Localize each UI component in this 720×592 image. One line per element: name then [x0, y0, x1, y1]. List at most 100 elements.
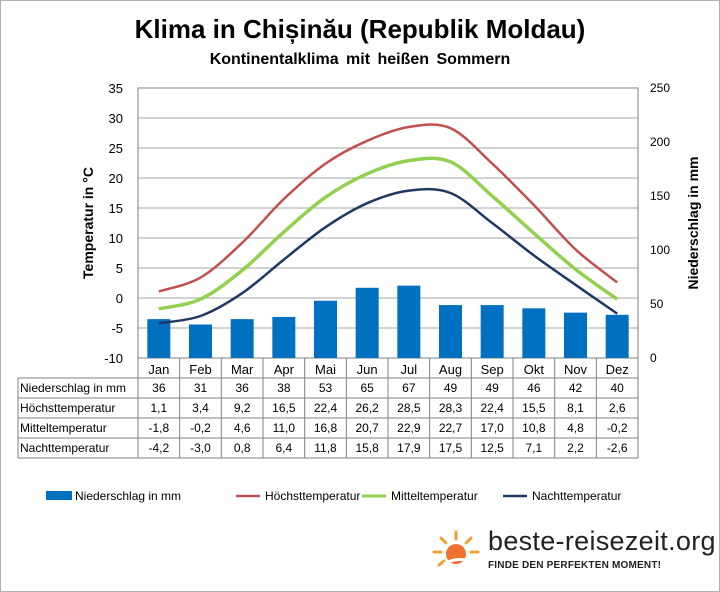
table-cell: 11,0 [273, 421, 296, 435]
table-row-header: Mitteltemperatur [20, 421, 107, 435]
table-cell: 36 [152, 381, 166, 395]
y-tick-label-right: 200 [650, 135, 670, 149]
data-table: Jan Feb Mar Apr Mai Jun Jul Aug Sep Okt Nov Dez Nied… [17, 358, 639, 459]
table-cell: -0,2 [190, 421, 211, 435]
high-temp-line [158, 123, 618, 293]
precip-bar [522, 308, 546, 358]
y-tick-label-left: 0 [116, 291, 123, 306]
y-tick-label-left: 5 [116, 261, 123, 276]
table-cell: -1,8 [148, 421, 169, 435]
table-cell: 22,4 [314, 401, 338, 415]
table-row-header: Nachttemperatur [20, 441, 109, 455]
table-cell: -0,2 [607, 421, 628, 435]
legend: Niederschlag in mm Höchsttemperatur Mittel… [46, 489, 621, 503]
legend-label: Niederschlag in mm [75, 489, 181, 503]
x-tick-label: Aug [439, 362, 462, 377]
y-tick-label-right: 0 [650, 351, 657, 365]
line-layer [158, 123, 619, 325]
table-cell: 53 [319, 381, 333, 395]
table-cell: 42 [569, 381, 583, 395]
y-tick-label-left: 10 [109, 231, 123, 246]
table-cell: 28,5 [397, 401, 421, 415]
x-tick-label: Mar [231, 362, 254, 377]
legend-swatch [46, 491, 72, 500]
table-cell: 38 [277, 381, 291, 395]
table-cell: 17,0 [480, 421, 504, 435]
y-tick-label-right: 50 [650, 297, 664, 311]
table-cell: 65 [360, 381, 374, 395]
x-tick-label: Jun [357, 362, 378, 377]
table-cell: 7,1 [525, 441, 542, 455]
precip-bar [147, 319, 171, 358]
table-cell: 12,5 [480, 441, 504, 455]
plot-area-border [137, 87, 639, 359]
table-cell: 16,8 [314, 421, 338, 435]
precip-bar [355, 287, 379, 358]
table-cell: 22,7 [439, 421, 463, 435]
table-cell: 49 [485, 381, 499, 395]
table-cell: -2,6 [607, 441, 628, 455]
brand-logo: beste-reisezeit.org FINDE DEN PERFEKTEN … [428, 520, 718, 580]
precip-bar [480, 305, 504, 358]
y-tick-label-right: 150 [650, 189, 670, 203]
table-row-header: Höchsttemperatur [20, 401, 115, 415]
table-cell: -3,0 [190, 441, 211, 455]
y-tick-label-left: 25 [109, 141, 123, 156]
x-tick-label: Nov [564, 362, 588, 377]
precip-bar [314, 300, 337, 358]
brand-name: beste-reisezeit.org [488, 526, 716, 556]
table-cell: 15,8 [355, 441, 379, 455]
table-cell: 1,1 [150, 401, 167, 415]
table-cell: 17,5 [439, 441, 463, 455]
x-tick-label: Okt [524, 362, 545, 377]
precip-bar [605, 314, 629, 358]
table-cell: 4,6 [234, 421, 251, 435]
table-cell: 17,9 [397, 441, 421, 455]
y-tick-label-left: 20 [109, 171, 123, 186]
mean-temp-line [158, 156, 619, 311]
table-cell: 22,9 [397, 421, 421, 435]
precip-bar [272, 316, 296, 358]
table-cell: 0,8 [234, 441, 251, 455]
axis-layer: 35302520151050-5-10250200150100500Temper… [80, 81, 701, 366]
table-cell: 40 [610, 381, 624, 395]
table-cell: 46 [527, 381, 541, 395]
x-tick-label: Jul [401, 362, 418, 377]
x-tick-label: Dez [606, 362, 629, 377]
precip-bar [439, 305, 462, 358]
table-cell: 31 [194, 381, 208, 395]
x-tick-label: Feb [189, 362, 211, 377]
table-cell: 3,4 [192, 401, 209, 415]
y-tick-label-left: 15 [109, 201, 123, 216]
x-tick-label: Mai [315, 362, 336, 377]
y-tick-label-left: 30 [109, 111, 123, 126]
table-cell: 28,3 [439, 401, 463, 415]
precip-bar [230, 319, 254, 358]
grid-layer [137, 87, 639, 359]
table-cell: 9,2 [234, 401, 251, 415]
legend-label: Höchsttemperatur [265, 489, 360, 503]
brand-tagline: FINDE DEN PERFEKTEN MOMENT! [488, 560, 662, 571]
legend-label: Mitteltemperatur [391, 489, 478, 503]
precip-bar [397, 285, 421, 358]
x-tick-label: Apr [274, 362, 295, 377]
legend-label: Nachttemperatur [532, 489, 621, 503]
sun-icon [432, 530, 480, 567]
y-tick-label-right: 100 [650, 243, 670, 257]
table-cell: 67 [402, 381, 416, 395]
bar-layer [147, 285, 629, 358]
table-cell: -4,2 [148, 441, 169, 455]
precip-bar [189, 324, 212, 358]
y-axis-title-right: Niederschlag in mm [685, 156, 701, 289]
table-cell: 11,8 [314, 441, 337, 455]
table-cell: 49 [444, 381, 458, 395]
climate-chart: 35302520151050-5-10250200150100500Temper… [17, 81, 701, 503]
y-tick-label-left: -10 [104, 351, 123, 366]
table-cell: 22,4 [480, 401, 504, 415]
y-tick-label-right: 250 [650, 81, 670, 95]
table-cell: 2,2 [567, 441, 584, 455]
table-cell: 15,5 [522, 401, 546, 415]
table-cell: 26,2 [355, 401, 379, 415]
table-cell: 10,8 [522, 421, 546, 435]
table-cell: 20,7 [355, 421, 379, 435]
